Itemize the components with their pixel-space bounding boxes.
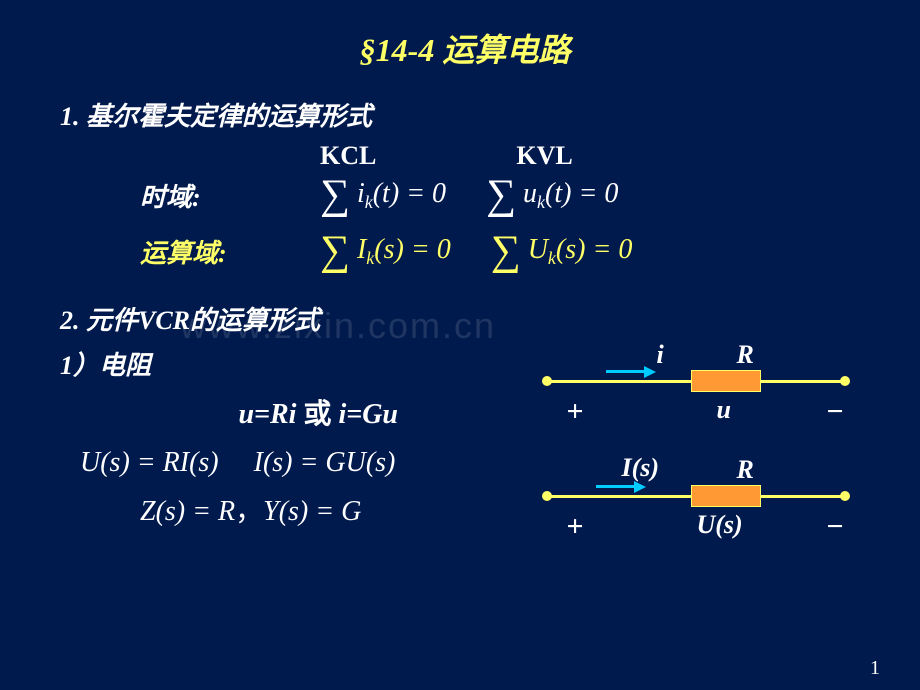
plus-2: + (566, 510, 583, 544)
i-label-2: I(s) (621, 453, 659, 483)
circuit-time: i R + u − (536, 350, 866, 440)
minus-2: − (826, 510, 843, 544)
plus-1: + (566, 395, 583, 429)
circuit-op: I(s) R + U(s) − (536, 465, 866, 555)
eq-kcl-time: ∑ ik(t) = 0 (320, 171, 446, 219)
r-label-2: R (736, 455, 753, 485)
kvl-label: KVL (516, 141, 572, 171)
opdomain-label: 运算域: (140, 233, 260, 270)
section1-heading: 1. 基尔霍夫定律的运算形式 (60, 96, 870, 133)
eq-kcl-op: ∑ Ik(s) = 0 (320, 227, 451, 275)
r-label-1: R (736, 340, 753, 370)
timedomain-label: 时域: (140, 177, 260, 214)
i-label-1: i (656, 340, 663, 370)
watermark: www.zixin.com.cn (180, 305, 496, 347)
u-label-2: U(s) (696, 510, 742, 540)
page-number: 1 (870, 657, 880, 680)
section2-sub1: 1）电阻 (60, 345, 536, 382)
eq-line2: Z(s) = R，Y(s) = G (140, 489, 536, 529)
eq-kvl-op: ∑ Uk(s) = 0 (491, 227, 633, 275)
kcl-label: KCL (320, 141, 376, 171)
slide-title: §14-4 运算电路 (60, 25, 870, 71)
eq-main: u=Ri 或 i=Gu (100, 392, 536, 432)
eq-line1: U(s) = RI(s) I(s) = GU(s) (80, 447, 536, 479)
minus-1: − (826, 395, 843, 429)
eq-kvl-time: ∑ uk(t) = 0 (486, 171, 618, 219)
u-label-1: u (716, 395, 730, 425)
